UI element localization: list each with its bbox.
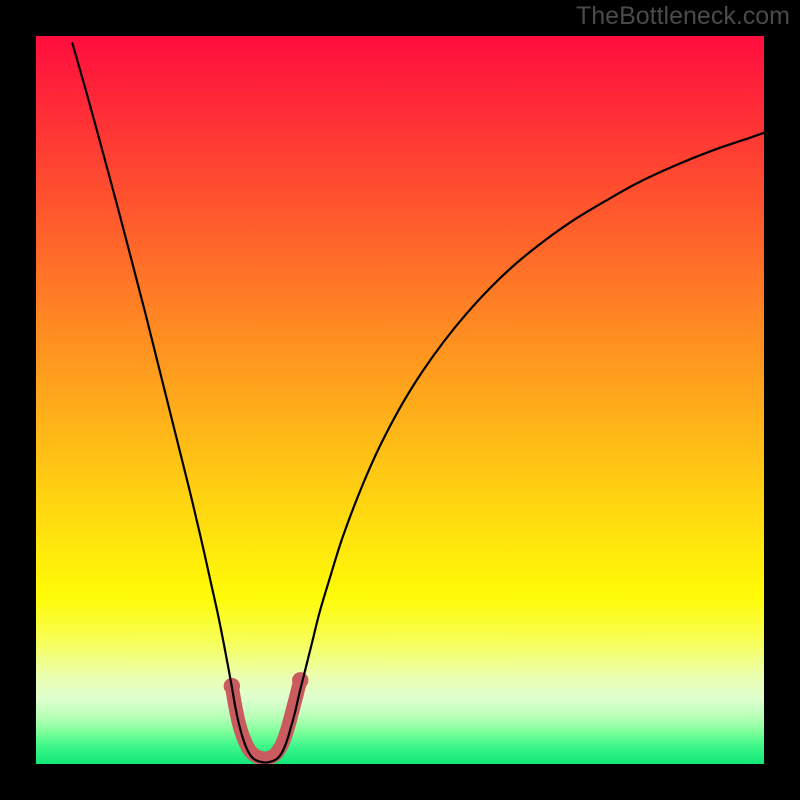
chart-container: TheBottleneck.com bbox=[0, 0, 800, 800]
bottleneck-chart bbox=[0, 0, 800, 800]
gradient-plot-area bbox=[36, 36, 764, 764]
watermark-text: TheBottleneck.com bbox=[576, 2, 790, 31]
